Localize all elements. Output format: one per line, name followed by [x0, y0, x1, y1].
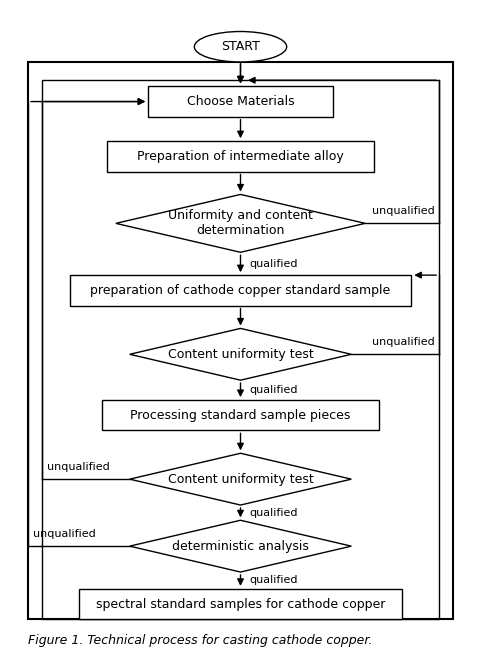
Polygon shape — [130, 328, 350, 380]
Text: qualified: qualified — [249, 385, 298, 395]
Text: unqualified: unqualified — [371, 206, 433, 216]
Text: qualified: qualified — [249, 575, 298, 585]
Polygon shape — [130, 520, 350, 572]
Bar — [42, 80, 438, 619]
Bar — [107, 141, 373, 171]
Text: Preparation of intermediate alloy: Preparation of intermediate alloy — [137, 150, 343, 163]
Text: spectral standard samples for cathode copper: spectral standard samples for cathode co… — [96, 598, 384, 610]
Bar — [102, 400, 378, 430]
Text: Content uniformity test: Content uniformity test — [167, 348, 313, 361]
Polygon shape — [130, 453, 350, 505]
Text: qualified: qualified — [249, 259, 298, 269]
Text: Content uniformity test: Content uniformity test — [167, 473, 313, 486]
Text: Choose Materials: Choose Materials — [186, 95, 294, 108]
Text: START: START — [221, 40, 259, 53]
Bar — [148, 86, 332, 117]
Text: Uniformity and content
determination: Uniformity and content determination — [168, 209, 312, 238]
Text: Processing standard sample pieces: Processing standard sample pieces — [130, 408, 350, 422]
Ellipse shape — [194, 32, 286, 62]
Polygon shape — [116, 195, 364, 252]
Text: unqualified: unqualified — [371, 337, 433, 347]
Text: deterministic analysis: deterministic analysis — [172, 540, 308, 553]
Text: Figure 1. Technical process for casting cathode copper.: Figure 1. Technical process for casting … — [28, 634, 372, 647]
Text: qualified: qualified — [249, 508, 298, 518]
Text: unqualified: unqualified — [33, 529, 95, 539]
Bar — [70, 275, 410, 306]
Bar — [79, 589, 401, 619]
Text: preparation of cathode copper standard sample: preparation of cathode copper standard s… — [90, 284, 390, 297]
Text: unqualified: unqualified — [47, 462, 109, 472]
